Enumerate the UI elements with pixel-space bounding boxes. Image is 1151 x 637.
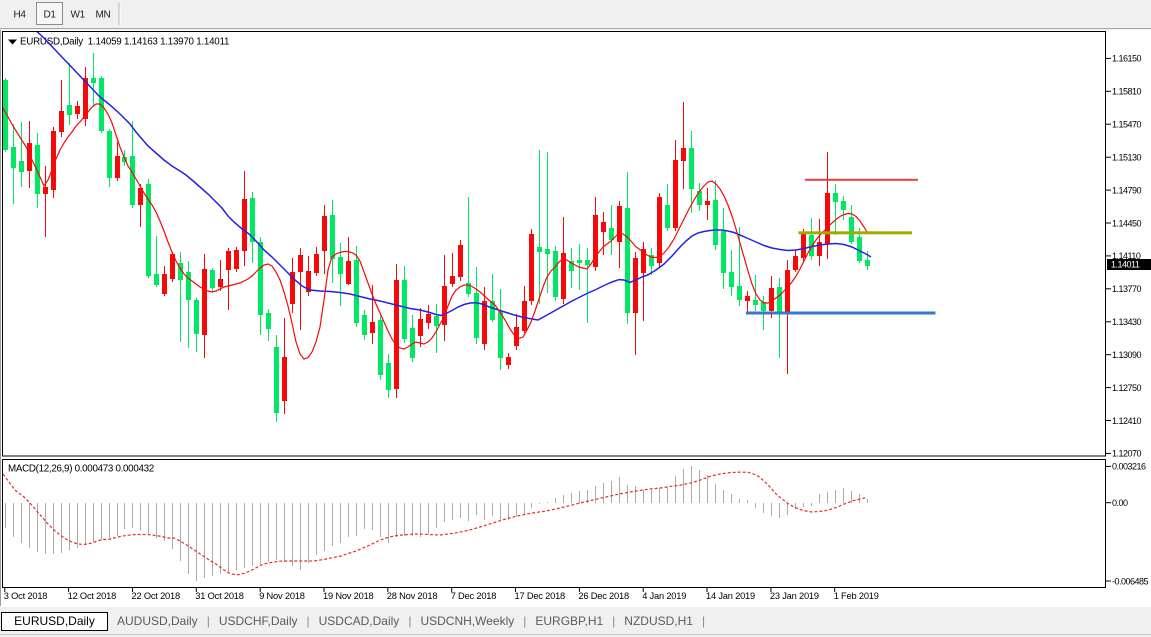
svg-text:MN: MN xyxy=(96,10,111,21)
svg-text:3 Oct 2018: 3 Oct 2018 xyxy=(4,591,48,601)
svg-text:1.12410: 1.12410 xyxy=(1112,416,1142,426)
svg-text:1.13770: 1.13770 xyxy=(1112,284,1142,294)
svg-text:12 Oct 2018: 12 Oct 2018 xyxy=(68,591,116,601)
svg-text:0.003216: 0.003216 xyxy=(1112,462,1146,472)
svg-text:1.15130: 1.15130 xyxy=(1112,153,1142,163)
svg-text:19 Nov 2018: 19 Nov 2018 xyxy=(323,591,374,601)
svg-text:28 Nov 2018: 28 Nov 2018 xyxy=(387,591,438,601)
svg-text:1.15470: 1.15470 xyxy=(1112,120,1142,130)
svg-text:22 Oct 2018: 22 Oct 2018 xyxy=(132,591,180,601)
svg-text:23 Jan 2019: 23 Jan 2019 xyxy=(770,591,819,601)
svg-text:1.14110: 1.14110 xyxy=(1112,251,1141,261)
svg-text:1.14790: 1.14790 xyxy=(1112,185,1142,195)
svg-text:1.13090: 1.13090 xyxy=(1112,350,1142,360)
svg-text:1.14011: 1.14011 xyxy=(1111,260,1140,270)
svg-text:4 Jan 2019: 4 Jan 2019 xyxy=(642,591,686,601)
svg-text:MACD(12,26,9) 0.000473 0.00043: MACD(12,26,9) 0.000473 0.000432 xyxy=(8,464,154,475)
svg-text:H4: H4 xyxy=(14,10,27,21)
svg-text:W1: W1 xyxy=(71,10,86,21)
svg-text:1.14450: 1.14450 xyxy=(1112,218,1142,228)
svg-text:1.12750: 1.12750 xyxy=(1112,383,1142,393)
svg-text:EURUSD,Daily 1.14059 1.14163: EURUSD,Daily 1.14059 1.14163 1.13970 1.1… xyxy=(20,37,229,48)
svg-text:-0.006485: -0.006485 xyxy=(1112,576,1149,586)
svg-text:14 Jan 2019: 14 Jan 2019 xyxy=(706,591,755,601)
svg-text:1.16150: 1.16150 xyxy=(1112,54,1142,64)
svg-text:1.12070: 1.12070 xyxy=(1112,449,1142,459)
svg-text:26 Dec 2018: 26 Dec 2018 xyxy=(578,591,629,601)
svg-text:9 Nov 2018: 9 Nov 2018 xyxy=(259,591,305,601)
svg-text:31 Oct 2018: 31 Oct 2018 xyxy=(195,591,243,601)
svg-text:7 Dec 2018: 7 Dec 2018 xyxy=(451,591,497,601)
svg-text:0.00: 0.00 xyxy=(1112,498,1128,508)
svg-text:D1: D1 xyxy=(44,10,57,21)
svg-text:1.15810: 1.15810 xyxy=(1112,87,1142,97)
svg-text:1 Feb 2019: 1 Feb 2019 xyxy=(834,591,879,601)
svg-text:1.13430: 1.13430 xyxy=(1112,317,1142,327)
svg-text:17 Dec 2018: 17 Dec 2018 xyxy=(515,591,566,601)
